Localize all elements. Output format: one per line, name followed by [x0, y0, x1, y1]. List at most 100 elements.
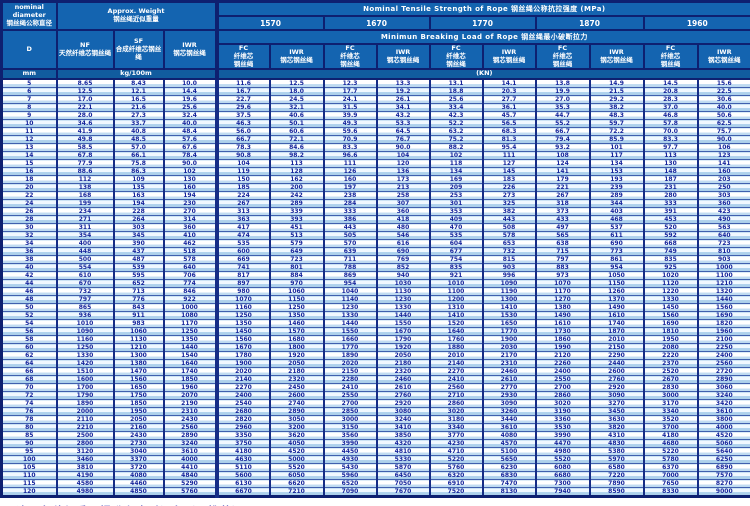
cell-1870-iwr: 954: [588, 263, 645, 273]
cell-diameter: 80: [0, 423, 58, 433]
cell-1870-fc: 2120: [534, 351, 591, 361]
header-tensile-strength: Nominal Tensile Strength of Rope 钢丝绳公称抗拉…: [214, 0, 750, 17]
cell-1570-fc: 980: [214, 287, 271, 297]
cell-1570-fc: 6130: [214, 479, 271, 489]
cell-weight-nf: 448: [55, 247, 115, 257]
cell-1870-iwr: 7220: [588, 471, 645, 481]
cell-1570-fc: 600: [214, 247, 271, 257]
cell-weight-nf: 1600: [55, 375, 115, 385]
header-1770-fc-code: FC: [451, 44, 461, 52]
cell-1570-fc: 1780: [214, 351, 271, 361]
cell-weight-iwr: 4000: [162, 455, 218, 465]
table-row: 60 1250 1210 1440 1670 1800 1770 1920 1880 2030 19…: [0, 343, 750, 353]
cell-1770-fc: 88.2: [428, 143, 484, 153]
cell-1770-iwr: 1090: [481, 279, 537, 289]
cell-1960-fc: 83.3: [642, 135, 699, 145]
cell-1770-iwr: 111: [481, 151, 537, 161]
cell-1770-iwr: 325: [481, 199, 537, 209]
cell-1570-iwr: 128: [268, 167, 325, 177]
cell-weight-iwr: 1000: [162, 303, 218, 313]
cell-1570-fc: 3350: [214, 431, 271, 441]
cell-1770-iwr: 2770: [481, 383, 537, 393]
cell-1770-fc: 1520: [428, 319, 484, 329]
cell-1960-iwr: 6890: [696, 463, 750, 473]
cell-1870-iwr: 3450: [588, 407, 645, 417]
table-row: 62 1330 1300 1540 1780 1920 1890 2050 2010 2170 21…: [0, 351, 750, 361]
cell-1870-fc: 267: [534, 191, 591, 201]
cell-weight-nf: 1250: [55, 343, 115, 353]
cell-1960-iwr: 3060: [696, 383, 750, 393]
cell-1960-iwr: 30.6: [696, 95, 750, 105]
cell-1960-iwr: 2100: [696, 335, 750, 345]
cell-weight-iwr: 5760: [162, 487, 218, 498]
cell-1960-fc: 1690: [642, 319, 699, 329]
cell-1570-fc: 313: [214, 207, 271, 217]
cell-1670-fc: 70.9: [322, 135, 378, 145]
cell-1570-fc: 16.7: [214, 87, 271, 97]
table-row: 76 2000 1950 2310 2680 2890 2850 3080 3020 3260 31…: [0, 407, 750, 417]
cell-diameter: 6: [0, 87, 58, 97]
cell-1770-fc: 3340: [428, 423, 484, 433]
cell-1960-fc: 2520: [642, 367, 699, 377]
cell-1960-iwr: 1000: [696, 263, 750, 273]
cell-weight-nf: 3810: [55, 463, 115, 473]
cell-1960-iwr: 1560: [696, 303, 750, 313]
cell-diameter: 90: [0, 439, 58, 449]
cell-1670-iwr: 1790: [375, 335, 431, 345]
cell-diameter: 95: [0, 447, 58, 457]
table-row: 36 448 437 518 600 649 639 690 677 732 715 773 749 81…: [0, 247, 750, 257]
cell-1870-iwr: 2440: [588, 359, 645, 369]
cell-1570-fc: 4630: [214, 455, 271, 465]
header-weight-sf: SF 合成纤维芯钢丝绳: [112, 28, 165, 71]
cell-weight-nf: 2000: [55, 407, 115, 417]
cell-1570-fc: 1560: [214, 335, 271, 345]
cell-weight-sf: 1380: [112, 359, 165, 369]
cell-weight-nf: 865: [55, 303, 115, 313]
cell-1570-iwr: 649: [268, 247, 325, 257]
cell-1770-iwr: 1190: [481, 287, 537, 297]
cell-1770-iwr: 14.1: [481, 78, 537, 89]
header-nominal-diameter: nominal diameter 钢丝绳公称直径: [0, 0, 58, 31]
cell-1670-iwr: 1670: [375, 327, 431, 337]
cell-diameter: 13: [0, 143, 58, 153]
cell-1770-iwr: 226: [481, 183, 537, 193]
cell-1570-fc: 363: [214, 215, 271, 225]
cell-1870-iwr: 2010: [588, 335, 645, 345]
cell-1570-iwr: 723: [268, 255, 325, 265]
cell-diameter: 46: [0, 287, 58, 297]
cell-weight-sf: 86.3: [112, 167, 165, 177]
cell-1770-fc: 2560: [428, 383, 484, 393]
cell-1770-iwr: 1410: [481, 303, 537, 313]
cell-1670-fc: 39.9: [322, 111, 378, 121]
cell-1570-iwr: 1250: [268, 303, 325, 313]
cell-weight-nf: 3120: [55, 447, 115, 457]
cell-1570-iwr: 2320: [268, 375, 325, 385]
cell-1960-iwr: 1100: [696, 271, 750, 281]
cell-weight-sf: 194: [112, 199, 165, 209]
cell-1670-iwr: 546: [375, 231, 431, 241]
cell-1960-iwr: 1820: [696, 319, 750, 329]
table-row: 38 500 487 578 669 723 711 769 754 815 797 861 835 90…: [0, 255, 750, 265]
header-1960-iwr-code: IWR: [716, 47, 732, 56]
cell-diameter: 24: [0, 199, 58, 209]
header-1960-fc: FC 纤维芯 钢丝绳: [642, 42, 699, 71]
cell-weight-nf: 4190: [55, 471, 115, 481]
cell-weight-nf: 554: [55, 263, 115, 273]
cell-1570-iwr: 12.5: [268, 78, 325, 89]
cell-1770-iwr: 36.1: [481, 103, 537, 113]
cell-weight-nf: 1330: [55, 351, 115, 361]
cell-weight-iwr: 1170: [162, 319, 218, 329]
cell-diameter: 36: [0, 247, 58, 257]
header-breaking-load: Minimun Breaking Load of Rope 钢丝绳最小破断拉力: [214, 29, 750, 45]
header-1670-iwr: IWR 钢芯钢丝绳: [375, 42, 431, 71]
cell-1960-iwr: 3240: [696, 391, 750, 401]
cell-weight-sf: 40.8: [112, 127, 165, 137]
cell-1770-iwr: 1770: [481, 327, 537, 337]
cell-diameter: 120: [0, 487, 58, 498]
cell-diameter: 52: [0, 311, 58, 321]
cell-1670-iwr: 258: [375, 191, 431, 201]
cell-1670-iwr: 6450: [375, 471, 431, 481]
table-row: 120 4980 4850 5760 6670 7210 7090 7670 7520 8130 7…: [0, 487, 750, 498]
cell-weight-iwr: 1250: [162, 327, 218, 337]
cell-1870-fc: 27.0: [534, 95, 591, 105]
